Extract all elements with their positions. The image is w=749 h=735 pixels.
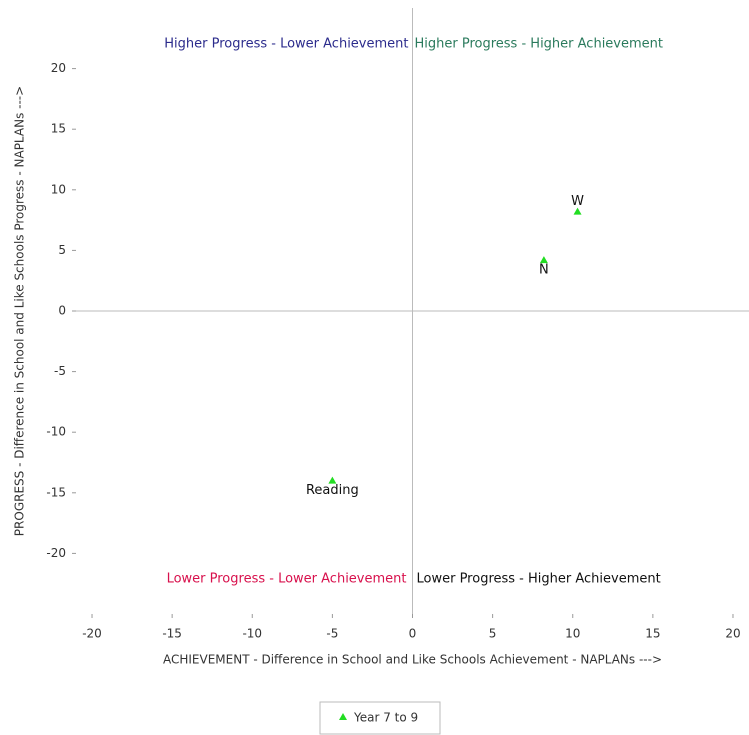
y-tick-label: -15 (46, 485, 66, 499)
x-tick-label: -10 (242, 627, 262, 641)
y-tick-label: 10 (51, 182, 66, 196)
quadrant-label: Lower Progress - Higher Achievement (417, 572, 661, 587)
y-tick-label: -5 (54, 364, 66, 378)
y-tick-label: -20 (46, 546, 66, 560)
x-tick-label: -20 (82, 627, 102, 641)
x-tick-label: 15 (645, 627, 660, 641)
x-tick-label: 0 (409, 627, 417, 641)
x-tick-label: 10 (565, 627, 580, 641)
legend-box (319, 701, 441, 735)
x-tick-label: -15 (162, 627, 182, 641)
y-tick-label: 20 (51, 61, 66, 75)
x-tick-label: 5 (489, 627, 497, 641)
x-tick-label: 20 (725, 627, 740, 641)
y-tick-label: 5 (58, 243, 66, 257)
y-tick-label: 15 (51, 122, 66, 136)
y-tick-label: -10 (46, 425, 66, 439)
point-label: N (539, 263, 549, 278)
point (328, 476, 337, 484)
point-label: W (571, 194, 584, 209)
quadrant-label: Higher Progress - Lower Achievement (164, 37, 408, 52)
quadrant-label: Lower Progress - Lower Achievement (167, 572, 407, 587)
x-tick-label: -5 (326, 627, 338, 641)
point (573, 207, 582, 215)
legend: Year 7 to 9 (319, 701, 441, 735)
y-tick-label: 0 (58, 304, 66, 318)
point (539, 256, 548, 264)
legend-swatch (339, 713, 347, 720)
x-axis-label: ACHIEVEMENT - Difference in School and L… (163, 653, 662, 667)
quadrant-label: Higher Progress - Higher Achievement (415, 37, 664, 52)
legend-label: Year 7 to 9 (353, 711, 418, 725)
point-label: Reading (306, 483, 359, 498)
y-axis-label: PROGRESS - Difference in School and Like… (13, 86, 27, 536)
